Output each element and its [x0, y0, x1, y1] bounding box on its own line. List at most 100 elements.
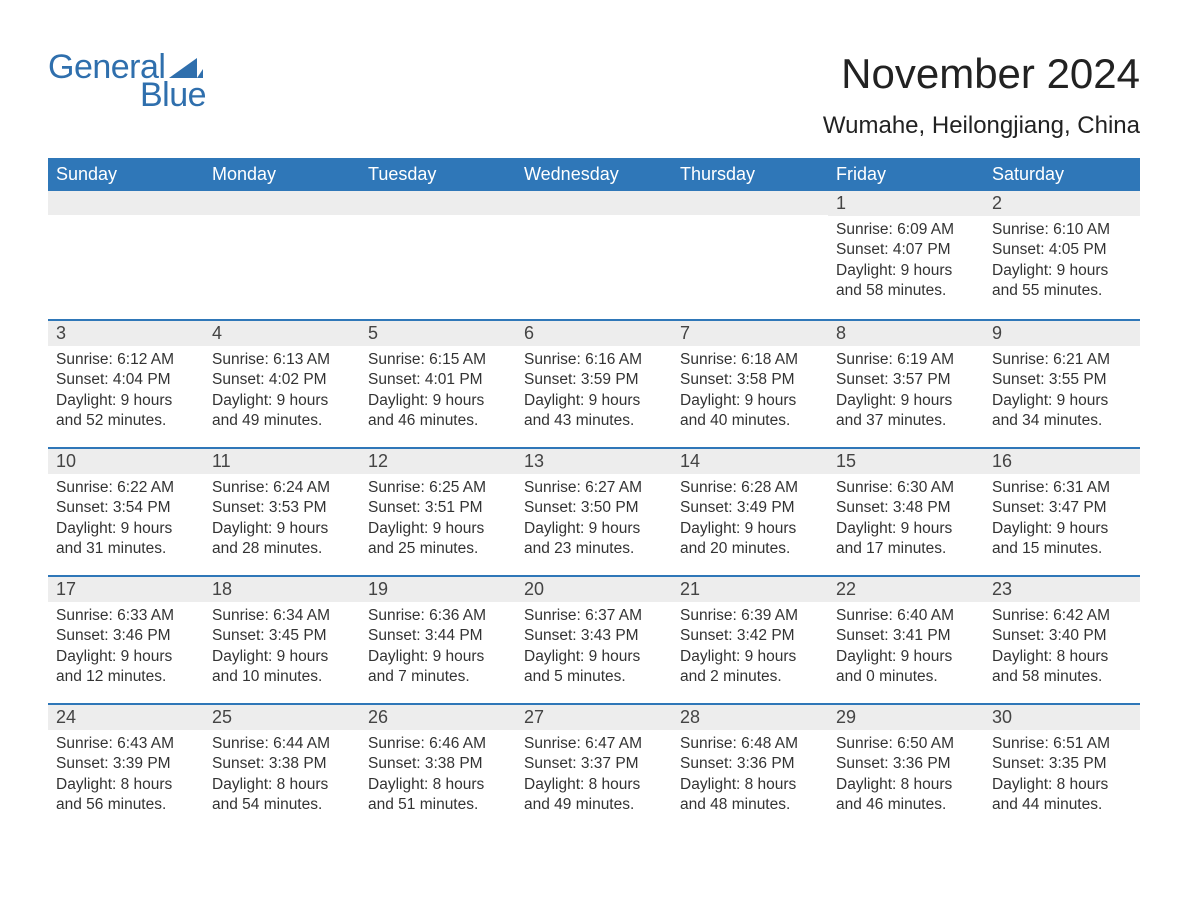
day-number: 19 — [360, 577, 516, 602]
day-details: Sunrise: 6:16 AMSunset: 3:59 PMDaylight:… — [516, 346, 672, 442]
daylight-line: Daylight: 9 hours and 28 minutes. — [212, 519, 352, 560]
weekday-header: Saturday — [984, 158, 1140, 191]
daylight-line: Daylight: 9 hours and 25 minutes. — [368, 519, 508, 560]
sunrise-line: Sunrise: 6:43 AM — [56, 734, 196, 754]
sunrise-line: Sunrise: 6:46 AM — [368, 734, 508, 754]
day-details: Sunrise: 6:12 AMSunset: 4:04 PMDaylight:… — [48, 346, 204, 442]
sunset-line: Sunset: 3:50 PM — [524, 498, 664, 518]
daylight-line: Daylight: 9 hours and 40 minutes. — [680, 391, 820, 432]
daylight-line: Daylight: 9 hours and 58 minutes. — [836, 261, 976, 302]
sunset-line: Sunset: 3:39 PM — [56, 754, 196, 774]
daylight-line: Daylight: 8 hours and 49 minutes. — [524, 775, 664, 816]
sunset-line: Sunset: 3:41 PM — [836, 626, 976, 646]
sunrise-line: Sunrise: 6:18 AM — [680, 350, 820, 370]
daylight-line: Daylight: 9 hours and 12 minutes. — [56, 647, 196, 688]
daylight-line: Daylight: 9 hours and 31 minutes. — [56, 519, 196, 560]
sunrise-line: Sunrise: 6:24 AM — [212, 478, 352, 498]
sunrise-line: Sunrise: 6:30 AM — [836, 478, 976, 498]
daylight-line: Daylight: 8 hours and 51 minutes. — [368, 775, 508, 816]
day-number: 25 — [204, 705, 360, 730]
calendar-day: 12Sunrise: 6:25 AMSunset: 3:51 PMDayligh… — [360, 449, 516, 575]
calendar-week: 10Sunrise: 6:22 AMSunset: 3:54 PMDayligh… — [48, 447, 1140, 575]
day-details — [204, 215, 360, 295]
calendar-day: 1Sunrise: 6:09 AMSunset: 4:07 PMDaylight… — [828, 191, 984, 319]
calendar-day: 30Sunrise: 6:51 AMSunset: 3:35 PMDayligh… — [984, 705, 1140, 831]
day-details: Sunrise: 6:51 AMSunset: 3:35 PMDaylight:… — [984, 730, 1140, 826]
calendar-week: 24Sunrise: 6:43 AMSunset: 3:39 PMDayligh… — [48, 703, 1140, 831]
calendar-day: 28Sunrise: 6:48 AMSunset: 3:36 PMDayligh… — [672, 705, 828, 831]
calendar-day — [516, 191, 672, 319]
daylight-line: Daylight: 9 hours and 37 minutes. — [836, 391, 976, 432]
calendar-day: 21Sunrise: 6:39 AMSunset: 3:42 PMDayligh… — [672, 577, 828, 703]
daylight-line: Daylight: 8 hours and 56 minutes. — [56, 775, 196, 816]
day-number: 1 — [828, 191, 984, 216]
sunrise-line: Sunrise: 6:22 AM — [56, 478, 196, 498]
day-number: 18 — [204, 577, 360, 602]
day-details: Sunrise: 6:44 AMSunset: 3:38 PMDaylight:… — [204, 730, 360, 826]
day-details: Sunrise: 6:30 AMSunset: 3:48 PMDaylight:… — [828, 474, 984, 570]
day-number: 23 — [984, 577, 1140, 602]
calendar-day: 3Sunrise: 6:12 AMSunset: 4:04 PMDaylight… — [48, 321, 204, 447]
sunset-line: Sunset: 4:04 PM — [56, 370, 196, 390]
calendar-day: 18Sunrise: 6:34 AMSunset: 3:45 PMDayligh… — [204, 577, 360, 703]
day-details: Sunrise: 6:18 AMSunset: 3:58 PMDaylight:… — [672, 346, 828, 442]
sunset-line: Sunset: 3:53 PM — [212, 498, 352, 518]
sunrise-line: Sunrise: 6:33 AM — [56, 606, 196, 626]
day-number: 10 — [48, 449, 204, 474]
calendar-day: 27Sunrise: 6:47 AMSunset: 3:37 PMDayligh… — [516, 705, 672, 831]
calendar-day: 29Sunrise: 6:50 AMSunset: 3:36 PMDayligh… — [828, 705, 984, 831]
day-details: Sunrise: 6:33 AMSunset: 3:46 PMDaylight:… — [48, 602, 204, 698]
sunrise-line: Sunrise: 6:19 AM — [836, 350, 976, 370]
day-number: 17 — [48, 577, 204, 602]
calendar-day: 4Sunrise: 6:13 AMSunset: 4:02 PMDaylight… — [204, 321, 360, 447]
day-details: Sunrise: 6:09 AMSunset: 4:07 PMDaylight:… — [828, 216, 984, 312]
day-details — [516, 215, 672, 295]
day-number: 7 — [672, 321, 828, 346]
calendar-week: 3Sunrise: 6:12 AMSunset: 4:04 PMDaylight… — [48, 319, 1140, 447]
day-number — [672, 191, 828, 215]
daylight-line: Daylight: 8 hours and 46 minutes. — [836, 775, 976, 816]
sunrise-line: Sunrise: 6:25 AM — [368, 478, 508, 498]
day-details: Sunrise: 6:39 AMSunset: 3:42 PMDaylight:… — [672, 602, 828, 698]
day-number: 16 — [984, 449, 1140, 474]
calendar-day: 16Sunrise: 6:31 AMSunset: 3:47 PMDayligh… — [984, 449, 1140, 575]
sunrise-line: Sunrise: 6:28 AM — [680, 478, 820, 498]
daylight-line: Daylight: 9 hours and 46 minutes. — [368, 391, 508, 432]
day-details: Sunrise: 6:10 AMSunset: 4:05 PMDaylight:… — [984, 216, 1140, 312]
daylight-line: Daylight: 9 hours and 52 minutes. — [56, 391, 196, 432]
day-number: 15 — [828, 449, 984, 474]
day-details: Sunrise: 6:40 AMSunset: 3:41 PMDaylight:… — [828, 602, 984, 698]
weekday-header: Friday — [828, 158, 984, 191]
sunset-line: Sunset: 3:38 PM — [212, 754, 352, 774]
weekday-header-row: SundayMondayTuesdayWednesdayThursdayFrid… — [48, 158, 1140, 191]
sunrise-line: Sunrise: 6:39 AM — [680, 606, 820, 626]
day-details: Sunrise: 6:15 AMSunset: 4:01 PMDaylight:… — [360, 346, 516, 442]
day-number: 29 — [828, 705, 984, 730]
sunrise-line: Sunrise: 6:09 AM — [836, 220, 976, 240]
sunset-line: Sunset: 3:38 PM — [368, 754, 508, 774]
calendar-day — [48, 191, 204, 319]
calendar-day: 26 Sunrise: 6:46 AMSunset: 3:38 PMDayligh… — [360, 705, 516, 831]
calendar-day: 19Sunrise: 6:36 AMSunset: 3:44 PMDayligh… — [360, 577, 516, 703]
daylight-line: Daylight: 9 hours and 0 minutes. — [836, 647, 976, 688]
day-number — [48, 191, 204, 215]
day-details: Sunrise: 6:47 AMSunset: 3:37 PMDaylight:… — [516, 730, 672, 826]
day-details: Sunrise: 6:22 AMSunset: 3:54 PMDaylight:… — [48, 474, 204, 570]
sunset-line: Sunset: 3:54 PM — [56, 498, 196, 518]
sunrise-line: Sunrise: 6:21 AM — [992, 350, 1132, 370]
sunset-line: Sunset: 3:55 PM — [992, 370, 1132, 390]
day-details: Sunrise: 6:34 AMSunset: 3:45 PMDaylight:… — [204, 602, 360, 698]
calendar-day: 20Sunrise: 6:37 AMSunset: 3:43 PMDayligh… — [516, 577, 672, 703]
day-number: 24 — [48, 705, 204, 730]
calendar-day: 24 Sunrise: 6:43 AMSunset: 3:39 PMDayligh… — [48, 705, 204, 831]
day-details: Sunrise: 6:48 AMSunset: 3:36 PMDaylight:… — [672, 730, 828, 826]
day-number: 26 — [360, 705, 516, 730]
calendar-day: 10Sunrise: 6:22 AMSunset: 3:54 PMDayligh… — [48, 449, 204, 575]
sunrise-line: Sunrise: 6:34 AM — [212, 606, 352, 626]
daylight-line: Daylight: 9 hours and 15 minutes. — [992, 519, 1132, 560]
sunset-line: Sunset: 3:36 PM — [836, 754, 976, 774]
day-number: 28 — [672, 705, 828, 730]
day-details: Sunrise: 6:24 AMSunset: 3:53 PMDaylight:… — [204, 474, 360, 570]
day-details: Sunrise: 6:50 AMSunset: 3:36 PMDaylight:… — [828, 730, 984, 826]
calendar-day: 13Sunrise: 6:27 AMSunset: 3:50 PMDayligh… — [516, 449, 672, 575]
